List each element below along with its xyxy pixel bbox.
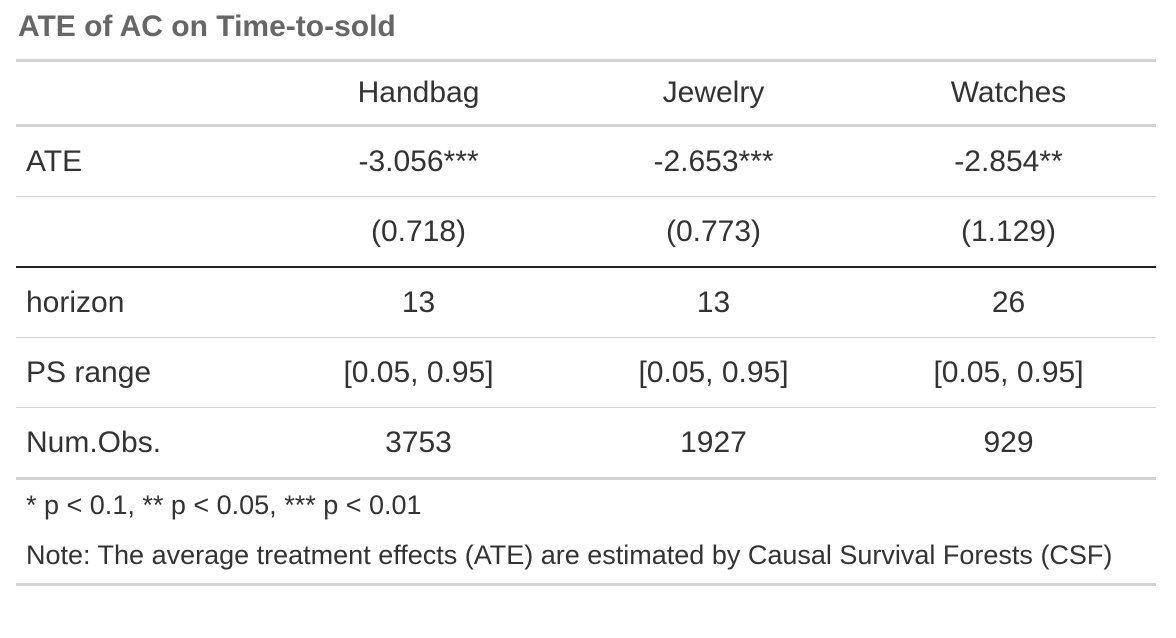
method-note: Note: The average treatment effects (ATE… bbox=[26, 540, 1113, 570]
table-footnotes: * p < 0.1, ** p < 0.05, *** p < 0.01 Not… bbox=[16, 480, 1156, 586]
table-row-std-error: (0.718) (0.773) (1.129) bbox=[16, 196, 1156, 268]
header-jewelry: Jewelry bbox=[566, 62, 861, 127]
cell-value: -2.854** bbox=[861, 125, 1156, 197]
row-label bbox=[16, 196, 271, 268]
cell-value: [0.05, 0.95] bbox=[566, 337, 861, 408]
row-label: Num.Obs. bbox=[16, 407, 271, 480]
cell-value: (1.129) bbox=[861, 196, 1156, 268]
header-watches: Watches bbox=[861, 62, 1156, 127]
table-row-num-obs: Num.Obs. 3753 1927 929 bbox=[16, 407, 1156, 480]
header-handbag: Handbag bbox=[271, 62, 566, 127]
row-label: ATE bbox=[16, 125, 271, 197]
table-row-ate: ATE -3.056*** -2.653*** -2.854** bbox=[16, 125, 1156, 197]
cell-value: [0.05, 0.95] bbox=[271, 337, 566, 408]
header-blank bbox=[16, 62, 271, 127]
cell-value: [0.05, 0.95] bbox=[861, 337, 1156, 408]
table-row-ps-range: PS range [0.05, 0.95] [0.05, 0.95] [0.05… bbox=[16, 337, 1156, 408]
results-table-container: ATE of AC on Time-to-sold Handbag Jewelr… bbox=[16, 0, 1156, 586]
cell-value: (0.718) bbox=[271, 196, 566, 268]
cell-value: -2.653*** bbox=[566, 125, 861, 197]
row-label: PS range bbox=[16, 337, 271, 408]
cell-value: 3753 bbox=[271, 407, 566, 480]
row-label: horizon bbox=[16, 267, 271, 338]
cell-value: -3.056*** bbox=[271, 125, 566, 197]
cell-value: 26 bbox=[861, 267, 1156, 338]
table-title: ATE of AC on Time-to-sold bbox=[16, 0, 1156, 62]
header-row: Handbag Jewelry Watches bbox=[16, 62, 1156, 127]
cell-value: 929 bbox=[861, 407, 1156, 480]
cell-value: 13 bbox=[271, 267, 566, 338]
cell-value: 1927 bbox=[566, 407, 861, 480]
cell-value: (0.773) bbox=[566, 196, 861, 268]
table-row-horizon: horizon 13 13 26 bbox=[16, 267, 1156, 338]
cell-value: 13 bbox=[566, 267, 861, 338]
results-table: Handbag Jewelry Watches ATE -3.056*** -2… bbox=[16, 62, 1156, 480]
significance-footnote: * p < 0.1, ** p < 0.05, *** p < 0.01 bbox=[26, 490, 422, 520]
